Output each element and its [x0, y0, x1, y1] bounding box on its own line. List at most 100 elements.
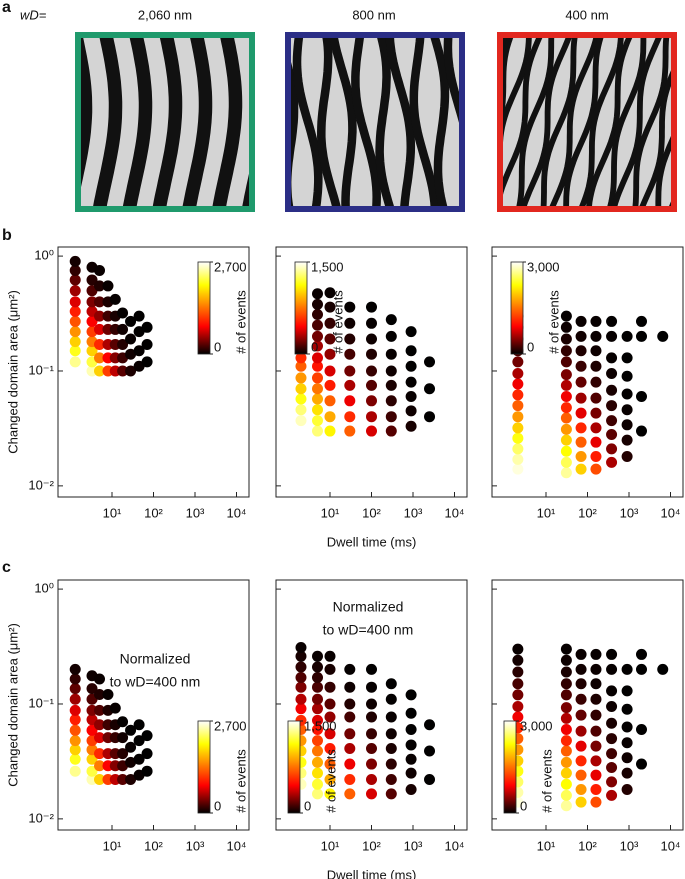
point — [560, 643, 572, 655]
point — [344, 333, 356, 345]
point — [560, 412, 572, 424]
colorbar-label: # of events — [323, 749, 338, 813]
point — [69, 753, 81, 765]
point — [125, 774, 137, 786]
colorbar-tick-label: 0 — [520, 798, 527, 813]
point — [621, 388, 633, 400]
domain-stripe — [121, 32, 153, 212]
point — [69, 345, 81, 357]
point — [512, 453, 524, 465]
point — [141, 748, 153, 760]
point — [366, 317, 377, 329]
point — [635, 315, 647, 327]
point — [405, 753, 417, 765]
colorbar-label: # of events — [330, 290, 345, 354]
point — [125, 333, 137, 345]
point — [512, 389, 524, 401]
point — [385, 742, 397, 754]
point — [606, 330, 618, 342]
point — [606, 415, 618, 427]
point — [312, 681, 324, 693]
point — [560, 712, 572, 724]
point — [69, 356, 81, 368]
point — [621, 370, 633, 382]
point — [344, 317, 356, 329]
point — [109, 702, 121, 714]
point — [575, 755, 587, 767]
point — [590, 784, 602, 796]
domain-stripe — [472, 22, 493, 222]
point — [312, 650, 324, 662]
point — [575, 709, 587, 721]
point — [405, 345, 417, 357]
point — [69, 735, 81, 747]
point — [86, 345, 98, 357]
point — [312, 745, 324, 757]
colorbar-label: # of events — [539, 749, 554, 813]
point — [344, 728, 356, 740]
point — [575, 663, 587, 675]
point — [606, 443, 618, 455]
point — [405, 326, 417, 338]
x-tick-label: 10³ — [404, 838, 423, 853]
point — [560, 702, 572, 714]
point — [133, 345, 145, 357]
point — [69, 305, 81, 317]
point — [312, 330, 324, 342]
point — [324, 287, 336, 299]
point — [94, 760, 106, 772]
point — [324, 711, 336, 723]
point — [94, 732, 106, 744]
x-tick-label: 10⁴ — [226, 838, 246, 853]
colorbar-tick-label: 0 — [311, 339, 318, 354]
domain-stripe — [681, 22, 685, 222]
point — [117, 339, 129, 351]
point — [366, 698, 377, 710]
x-tick-label: 10³ — [404, 505, 423, 520]
point — [295, 650, 307, 662]
point — [657, 663, 669, 675]
point — [324, 742, 336, 754]
plot-area — [295, 642, 436, 800]
point — [312, 778, 324, 790]
point — [344, 395, 356, 407]
point — [312, 735, 324, 747]
point — [295, 425, 307, 437]
point — [133, 310, 145, 322]
point — [117, 732, 129, 744]
point — [69, 315, 81, 327]
point — [606, 733, 618, 745]
point — [512, 701, 524, 713]
point — [621, 451, 633, 463]
y-tick-label: 10⁰ — [34, 581, 54, 596]
point — [575, 360, 587, 372]
point — [86, 753, 98, 765]
point — [405, 707, 417, 719]
point — [324, 317, 336, 329]
point — [606, 384, 618, 396]
domain-stripe — [547, 32, 601, 212]
point — [295, 661, 307, 673]
point — [324, 348, 336, 360]
domain-stripe — [8, 22, 26, 222]
colorbar — [503, 720, 517, 814]
point — [295, 393, 307, 405]
domain-stripe — [540, 32, 579, 212]
point — [606, 648, 618, 660]
x-tick-label: 10³ — [186, 505, 205, 520]
panel-letter: c — [2, 559, 11, 576]
point — [324, 333, 336, 345]
point — [606, 789, 618, 801]
colorbar-tick-label: 0 — [304, 798, 311, 813]
point — [512, 356, 524, 368]
point — [69, 255, 81, 267]
point — [385, 425, 397, 437]
point — [606, 428, 618, 440]
point — [94, 323, 106, 335]
plot-area — [295, 279, 436, 437]
width-label: 400 nm — [565, 7, 608, 22]
point — [312, 352, 324, 364]
point — [385, 728, 397, 740]
domain-stripe — [385, 32, 416, 212]
